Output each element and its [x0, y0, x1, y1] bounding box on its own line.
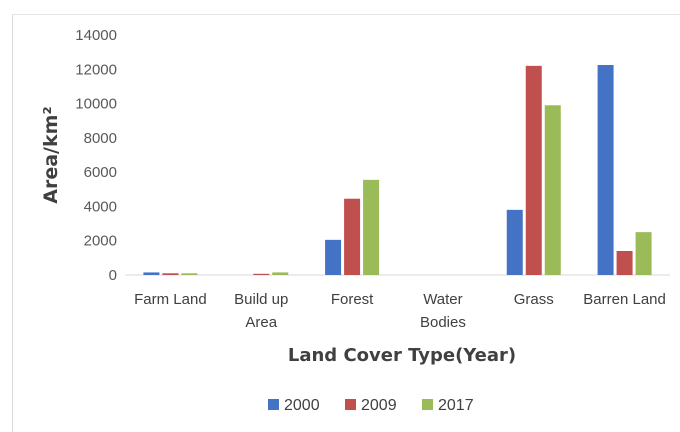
- category-label: Build up: [234, 291, 288, 308]
- category-label: Grass: [514, 291, 554, 308]
- legend-swatch: [422, 399, 433, 410]
- bar: [253, 273, 270, 275]
- category-label: Barren Land: [583, 291, 666, 308]
- y-axis-label: Area/km²: [40, 106, 62, 203]
- category-label: Forest: [331, 291, 374, 308]
- legend-label: 2017: [438, 397, 474, 414]
- bar: [525, 65, 542, 275]
- legend-label: 2000: [284, 397, 320, 414]
- bar: [506, 209, 523, 275]
- y-tick-label: 8000: [84, 130, 117, 147]
- y-tick-label: 4000: [84, 198, 117, 215]
- bar: [325, 239, 342, 275]
- bar: [181, 273, 198, 275]
- category-label: Farm Land: [134, 291, 207, 308]
- bar: [143, 272, 160, 275]
- y-tick-label: 0: [109, 267, 117, 284]
- y-tick-labels: 0 2000 4000 6000 8000 10000 12000 14000: [75, 27, 117, 284]
- bar: [162, 273, 179, 275]
- category-label: Area: [245, 314, 277, 331]
- x-axis-label: Land Cover Type(Year): [288, 345, 516, 366]
- y-tick-label: 2000: [84, 233, 117, 250]
- legend-label: 2009: [361, 397, 397, 414]
- y-tick-label: 6000: [84, 164, 117, 181]
- category-label: Bodies: [420, 314, 466, 331]
- legend-swatch: [268, 399, 279, 410]
- legend: 2000 2009 2017: [268, 397, 474, 414]
- bar: [344, 198, 361, 275]
- category-labels: Farm Land Build up Area Forest Water Bodies Gr…: [134, 291, 666, 331]
- bar: [597, 65, 614, 275]
- category-label: Water: [423, 291, 462, 308]
- legend-swatch: [345, 399, 356, 410]
- chart-frame: [12, 14, 680, 432]
- bars: [143, 65, 652, 276]
- y-tick-label: 10000: [75, 96, 117, 113]
- bar: [544, 105, 561, 276]
- bar: [635, 232, 652, 275]
- y-tick-label: 14000: [75, 27, 117, 44]
- bar: [272, 272, 289, 275]
- y-tick-label: 12000: [75, 61, 117, 78]
- bar: [363, 179, 380, 275]
- bar: [616, 251, 633, 275]
